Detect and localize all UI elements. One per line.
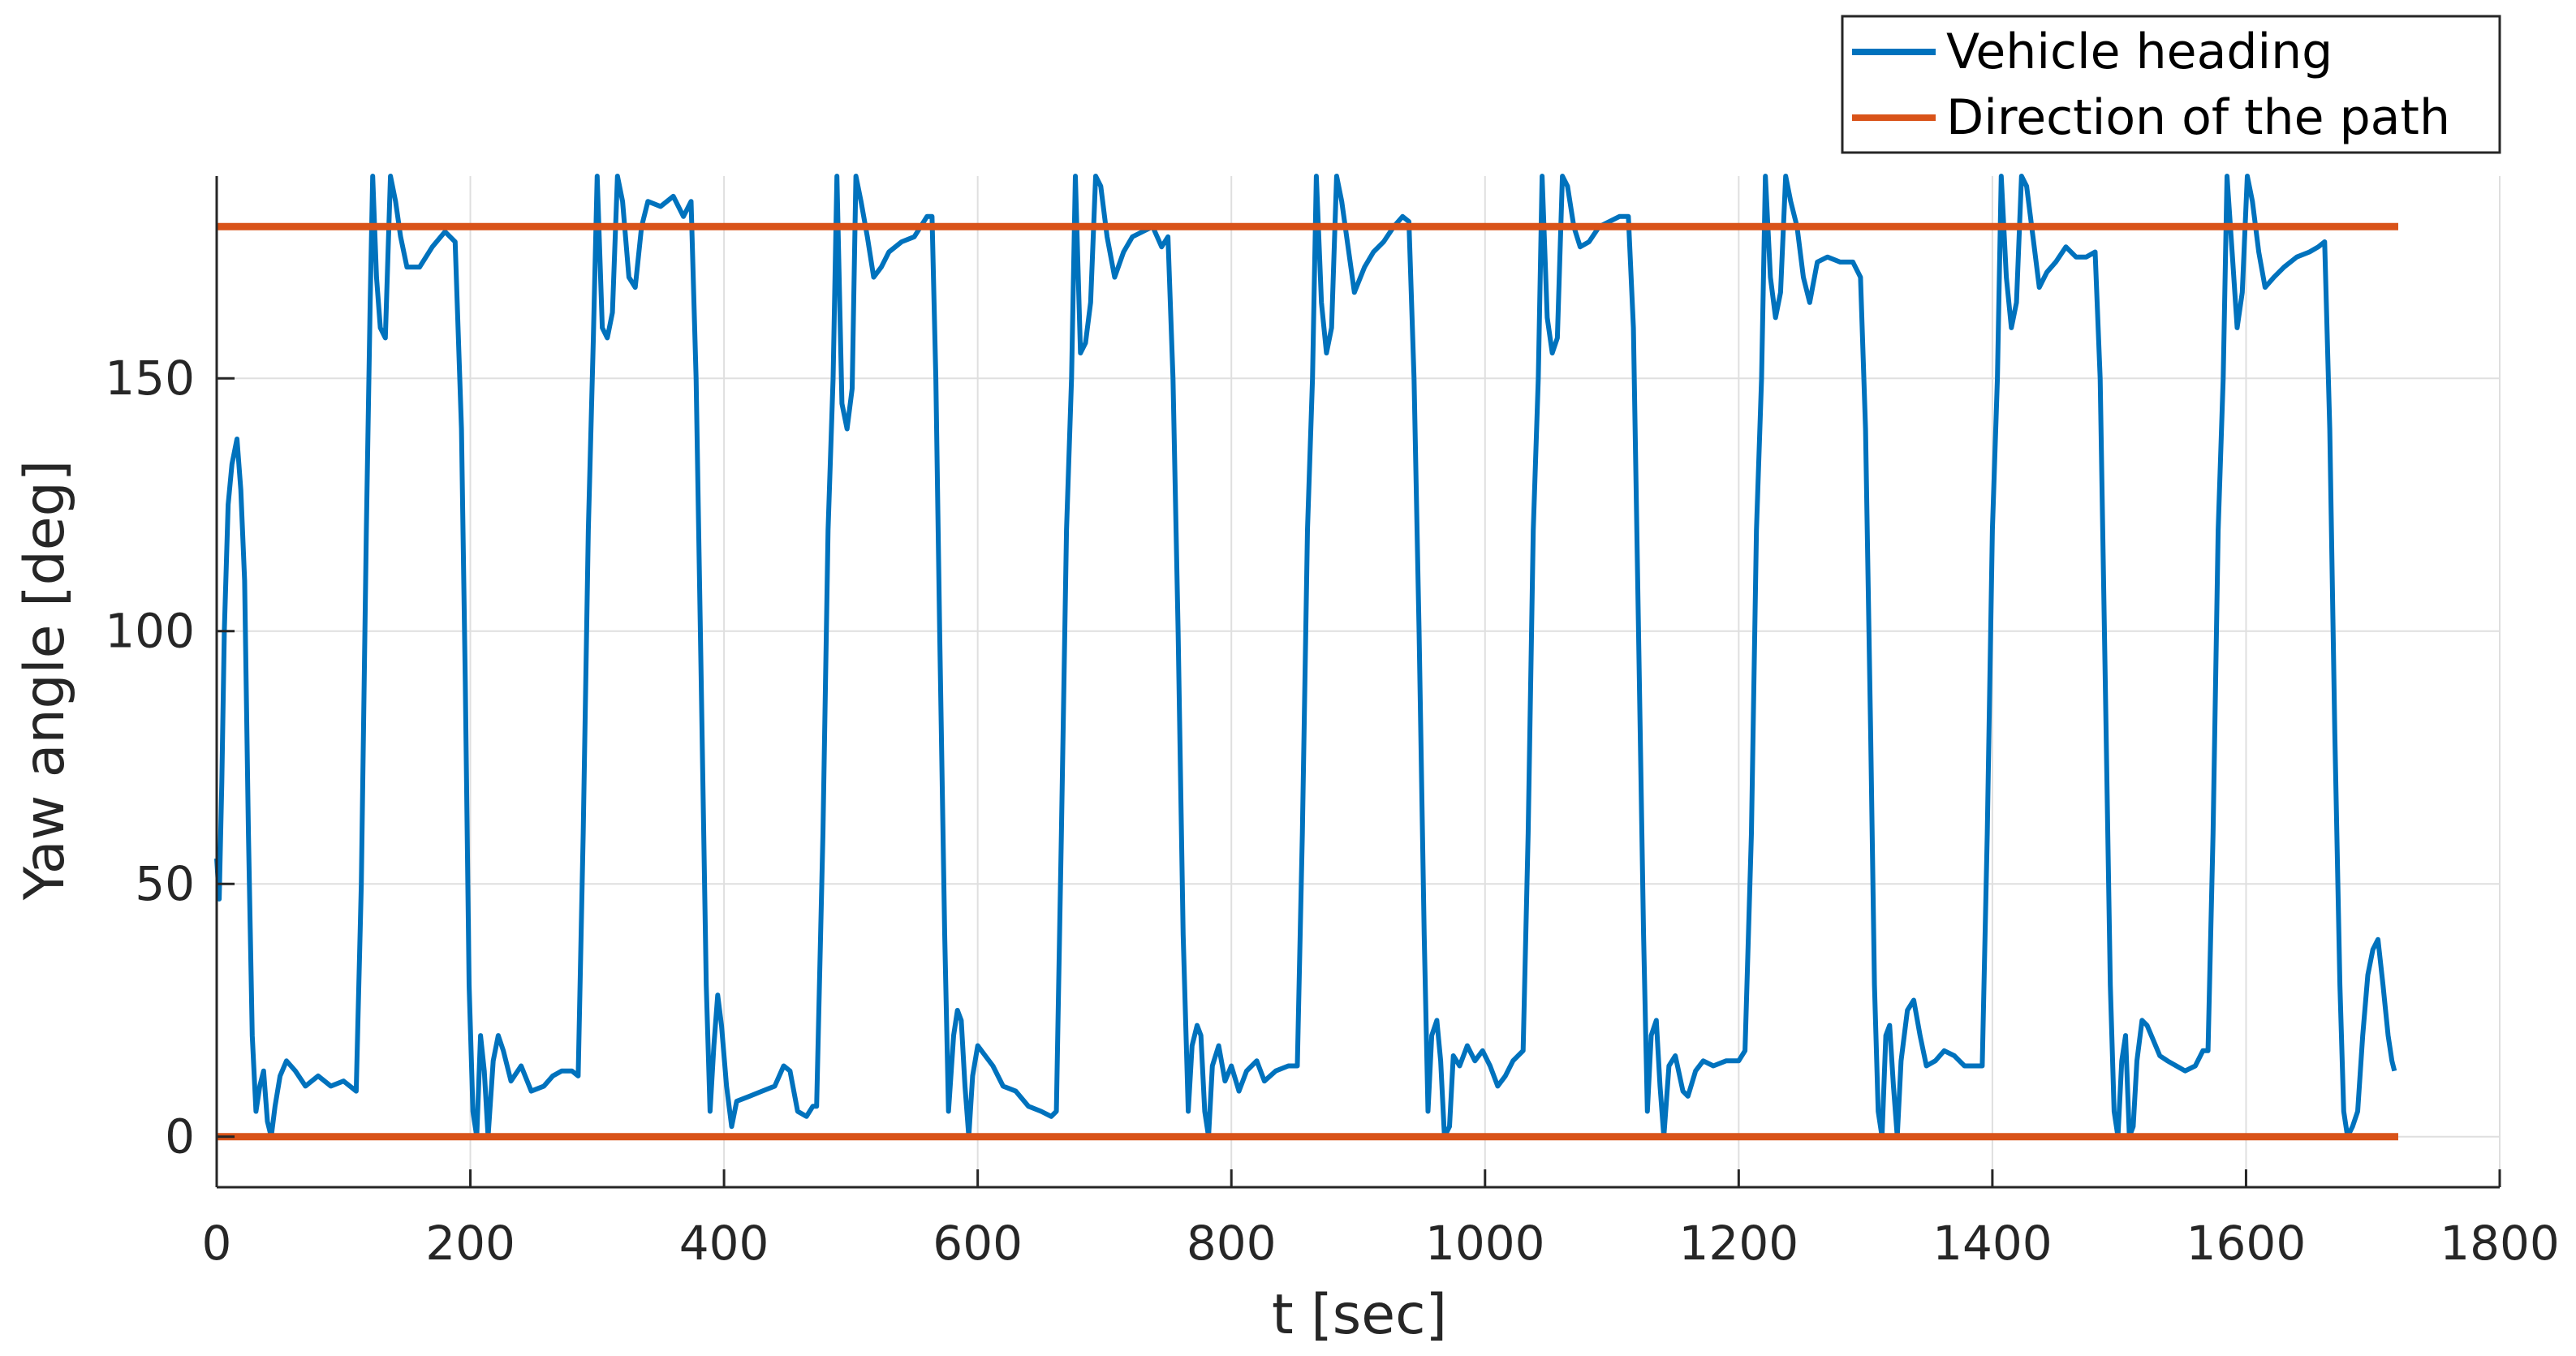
x-tick-label-600: 600 — [933, 1216, 1023, 1271]
x-tick-label-800: 800 — [1187, 1216, 1277, 1271]
legend-box — [1841, 15, 2501, 154]
x-tick-label-1800: 1800 — [2440, 1216, 2560, 1271]
legend-label-direction-of-path: Direction of the path — [1946, 89, 2450, 146]
y-axis-title: Yaw angle [deg] — [13, 460, 77, 902]
x-axis-title: t [sec] — [1272, 1283, 1447, 1347]
x-tick-label-1400: 1400 — [1932, 1216, 2053, 1271]
y-tick-label-50: 50 — [135, 856, 195, 911]
ticks-layer: 0 200 400 600 800 1000 1200 1400 1600 1800 0 50 100 1… — [105, 351, 2560, 1271]
legend: Vehicle heading Direction of the path — [1841, 15, 2501, 154]
grid-lines — [216, 176, 2501, 1187]
series-line-vehicle-heading — [214, 174, 2397, 1139]
x-tick-label-0: 0 — [202, 1216, 232, 1271]
axes-layer — [215, 176, 2500, 1189]
x-tick-label-1200: 1200 — [1679, 1216, 1799, 1271]
x-tick-label-1000: 1000 — [1425, 1216, 1545, 1271]
x-tick-label-200: 200 — [425, 1216, 515, 1271]
legend-label-vehicle-heading: Vehicle heading — [1946, 24, 2333, 80]
y-tick-label-0: 0 — [165, 1109, 195, 1164]
series-layer — [214, 174, 2398, 1141]
x-tick-label-1600: 1600 — [2186, 1216, 2307, 1271]
y-tick-label-100: 100 — [105, 604, 195, 659]
x-tick-label-400: 400 — [679, 1216, 769, 1271]
y-tick-label-150: 150 — [105, 351, 195, 406]
